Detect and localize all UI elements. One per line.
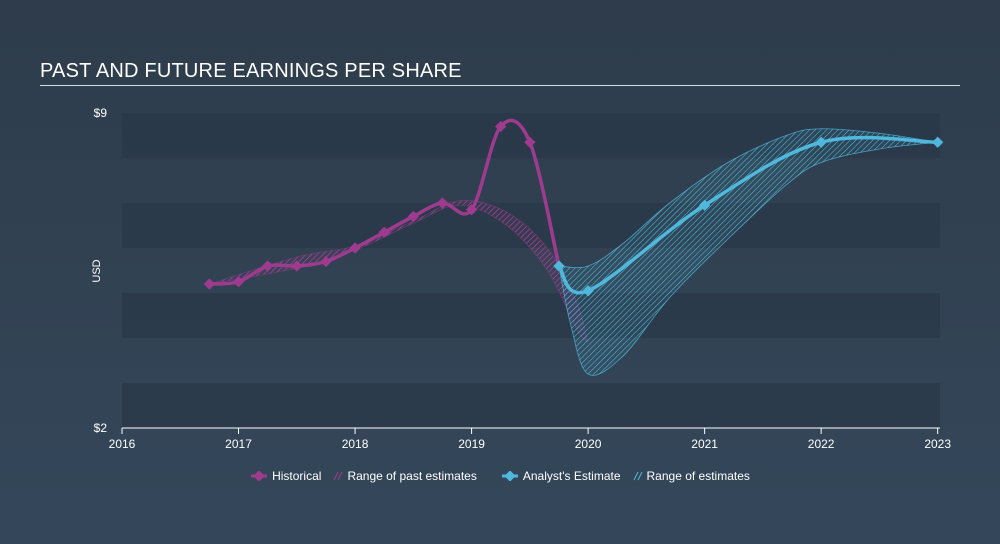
axes (121, 427, 940, 434)
estimate-point (698, 199, 711, 211)
y-axis-label: USD (91, 259, 103, 282)
grid-band (122, 383, 940, 428)
title-divider (40, 85, 960, 86)
grid-band (122, 293, 940, 338)
legend-estimate[interactable]: Analyst's Estimate (501, 469, 621, 483)
x-tick-label: 2021 (691, 437, 718, 451)
future-estimates-range (558, 128, 938, 376)
y-tick-label: $2 (94, 421, 108, 435)
series-markers (203, 120, 944, 297)
historical-legend-icon (251, 471, 268, 481)
historical-point (524, 136, 536, 148)
x-tick-label: 2016 (109, 437, 136, 451)
future-range-legend-icon (633, 471, 642, 481)
legend-historical[interactable]: Historical (250, 469, 321, 483)
legend-past-range-label: Range of past estimates (347, 469, 477, 483)
historical-point (436, 197, 449, 209)
y-tick-label: $9 (94, 106, 108, 120)
legend-estimate-label: Analyst's Estimate (522, 469, 621, 483)
chart-title: PAST AND FUTURE EARNINGS PER SHARE (40, 60, 462, 82)
legend-future-range-label: Range of estimates (646, 469, 750, 483)
past-range-legend-icon (333, 471, 343, 481)
legend: Historical Range of past estimates Analy… (0, 469, 1000, 483)
estimate-legend-icon (501, 471, 518, 481)
legend-historical-label: Historical (272, 469, 322, 483)
axis-labels: 2016 2017 2018 2019 2020 2021 2022 2023 $9 $2 USD (91, 106, 951, 451)
historical-point (378, 226, 390, 238)
ranges (209, 128, 938, 376)
legend-past-range[interactable]: Range of past estimates (333, 469, 477, 483)
legend-future-range[interactable]: Range of estimates (633, 469, 750, 483)
x-tick-label: 2019 (458, 437, 485, 451)
estimate-point (553, 260, 565, 272)
x-tick-label: 2017 (225, 437, 252, 451)
x-tick-label: 2022 (808, 437, 835, 451)
historical-point (203, 278, 216, 290)
historical-point (407, 210, 419, 223)
historical-point (261, 260, 274, 272)
historical-point (232, 276, 245, 288)
estimate-point (932, 136, 944, 148)
x-tick-label: 2023 (924, 437, 951, 451)
estimate-point (582, 285, 594, 297)
x-tick-label: 2018 (342, 437, 369, 451)
x-tick-label: 2020 (575, 437, 602, 451)
historical-point (291, 260, 303, 272)
historical-point (320, 255, 332, 268)
estimate-point (815, 136, 827, 148)
historical-point (349, 242, 361, 254)
historical-point (465, 204, 478, 216)
